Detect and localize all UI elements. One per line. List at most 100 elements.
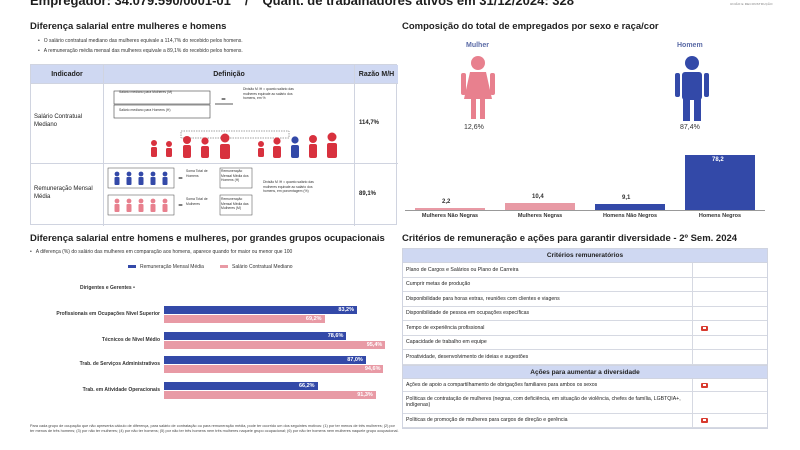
occupation-label-3: Trab. de Serviços Administrativos — [79, 361, 160, 367]
remuneration-row-4: Tempo de experiência profissional — [403, 321, 767, 336]
header-separator: / — [244, 0, 249, 8]
def-sum-women: Soma Total de Mulheres — [186, 197, 208, 206]
woman-icon — [461, 56, 495, 119]
occupation-bar-value: 94,6% — [364, 366, 381, 372]
equals-sign: = — [178, 175, 183, 182]
remuneration-row-3: Disponibilidade de pessoa em ocupações e… — [403, 306, 767, 321]
check-flag-icon — [701, 325, 708, 331]
race-bar-value-3: 78,2 — [712, 157, 724, 164]
man-icon — [675, 56, 709, 121]
bullet-2: A remuneração média mensal das mulheres … — [38, 48, 243, 54]
ratio-monthly-pay: 89,1% — [359, 191, 377, 197]
footnote: Para cada grupo de ocupação que não apre… — [30, 424, 399, 433]
remuneration-label-6: Proatividade, desenvolvimento de ideias … — [403, 350, 693, 364]
remuneration-row-1: Cumprir metas de produção — [403, 277, 767, 292]
median-women-box — [113, 90, 211, 105]
employer-label: Empregador: 34.079.590/0001-01 — [30, 0, 231, 8]
men-percent: 87,4% — [680, 124, 700, 131]
def-division-contract: Divisão M /H = quanto salário das mulher… — [243, 87, 294, 100]
occupation-bar-2-1: 95,4% — [164, 341, 386, 349]
occupation-bar-value: 87,0% — [347, 357, 363, 363]
composition-title: Composição do total de empregados por se… — [402, 21, 659, 32]
legend-monthly: Remuneração Mensal Média — [128, 264, 204, 270]
occupational-title: Diferença salarial entre homens e mulher… — [30, 233, 385, 244]
monthly-pay-illustration: = = — [107, 167, 253, 216]
diversity-label-0: Ações de apoio a compartilhamento de obr… — [403, 378, 693, 391]
equals-sign: = — [221, 96, 226, 103]
remuneration-row-2: Disponibilidade para horas extras, reuni… — [403, 292, 767, 307]
occupation-bar-value: 91,3% — [357, 392, 373, 398]
remuneration-label-1: Cumprir metas de produção — [403, 277, 693, 291]
diversity-header: Ações para aumentar a diversidade — [403, 364, 767, 379]
occupation-bar-value: 95,4% — [366, 342, 383, 348]
occupation-bar-3-0: 87,0% — [164, 356, 366, 364]
chart-baseline — [405, 210, 765, 211]
diversity-label-1: Políticas de contratação de mulheres (ne… — [403, 391, 693, 413]
race-bar-value-2: 9,1 — [622, 194, 631, 201]
remuneration-row-5: Capacidade de trabalho em equipe — [403, 335, 767, 350]
occupation-bar-1-1: 69,2% — [164, 315, 325, 323]
occupational-bar-chart: Dirigentes e Gerentes • Profissionais em … — [30, 278, 400, 406]
legend-contract: Salário Contratual Mediano — [220, 264, 293, 270]
col-divider — [354, 65, 355, 226]
women-icons — [114, 198, 168, 212]
salary-gap-title: Diferença salarial entre mulheres e home… — [30, 21, 227, 32]
def-median-women: Salário mediano para Mulheres (M) — [119, 90, 173, 94]
legend-swatch-blue — [128, 265, 136, 269]
median-highlight-box — [180, 130, 290, 139]
women-box — [107, 194, 175, 216]
race-bar-value-0: 2,2 — [442, 199, 451, 205]
people-row-women — [151, 133, 281, 159]
ratio-contract-salary: 114,7% — [359, 120, 380, 126]
women-label: Mulher — [466, 42, 489, 49]
occupation-label-4: Trab. em Atividade Operacionais — [82, 387, 160, 393]
men-icons — [114, 171, 168, 185]
occupation-bar-value: 83,2% — [338, 307, 355, 313]
remuneration-label-0: Plano de Cargos e Salários ou Plano de C… — [403, 263, 693, 277]
legend-monthly-label: Remuneração Mensal Média — [140, 264, 204, 270]
women-percent: 12,6% — [464, 124, 484, 131]
race-bar-label-0: Mulheres Não Negras — [421, 213, 479, 219]
diversity-row-1: Políticas de contratação de mulheres (ne… — [403, 391, 767, 414]
check-flag-icon — [701, 382, 708, 388]
legend-swatch-pink — [220, 265, 228, 269]
criteria-table: Critérios remuneratórios Plano de Cargos… — [402, 248, 768, 429]
remuneration-label-3: Disponibilidade de pessoa em ocupações e… — [403, 306, 693, 320]
bullet-1: O salário contratual mediano das mulhere… — [38, 38, 243, 44]
occupation-label-0: Dirigentes e Gerentes • — [80, 285, 135, 291]
table-header-indicator: Indicador — [31, 65, 103, 83]
people-row-highlight — [291, 132, 337, 158]
remuneration-label-4: Tempo de experiência profissional — [403, 321, 693, 335]
check-flag-icon — [701, 418, 708, 423]
def-avg-women: Remuneração Mensal Média das Mulheres (M… — [221, 197, 249, 210]
avg-men-box — [219, 167, 253, 189]
def-avg-men: Remuneração Mensal Média dos Homens (H) — [221, 169, 249, 182]
logo-text: UNIÃO E RECONSTRUÇÃO — [730, 2, 773, 6]
race-bar-label-1: Mulheres Negras — [517, 213, 563, 219]
race-bar-chart: 2,2 Mulheres Não Negras 10,4 Mulheres Negra… — [405, 140, 765, 225]
criteria-title: Critérios de remuneração e ações para ga… — [402, 233, 738, 244]
occupation-label-1: Profissionais em Ocupações Nível Superio… — [56, 311, 160, 317]
race-bar-value-1: 10,4 — [532, 193, 544, 200]
indicator-contract-salary: Salário Contratual Mediano — [34, 114, 83, 128]
remuneration-row-6: Proatividade, desenvolvimento de ideias … — [403, 350, 767, 365]
remuneration-row-0: Plano de Cargos e Salários ou Plano de C… — [403, 263, 767, 278]
race-bar-label-3: Homens Negros — [698, 213, 742, 219]
remuneration-label-2: Disponibilidade para horas extras, reuni… — [403, 292, 693, 306]
occupation-bar-4-1: 91,3% — [164, 391, 376, 399]
race-bar-2 — [595, 203, 665, 210]
page-header: Empregador: 34.079.590/0001-01 / Quant. de… — [30, 0, 574, 8]
men-label: Homem — [677, 42, 703, 49]
equals-sign: = — [178, 202, 183, 209]
occupation-bar-3-1: 94,6% — [164, 365, 384, 373]
diversity-row-0: Ações de apoio a compartilhamento de obr… — [403, 378, 767, 392]
avg-women-box — [219, 194, 253, 216]
remuneration-label-5: Capacidade de trabalho em equipe — [403, 335, 693, 349]
table-header-ratio: Razão M/H — [355, 65, 398, 83]
table-header-definition: Definição — [104, 65, 354, 83]
occupational-subtitle: A diferença (%) do salário das mulheres … — [30, 249, 293, 255]
def-sum-men: Soma Total de Homens — [186, 169, 208, 178]
race-bar-1 — [505, 202, 575, 210]
legend-contract-label: Salário Contratual Mediano — [232, 264, 293, 270]
row-divider — [31, 83, 398, 84]
